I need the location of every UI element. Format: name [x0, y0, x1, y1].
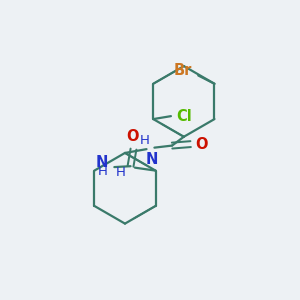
Text: H: H: [140, 134, 150, 147]
Text: N: N: [95, 155, 108, 170]
Text: O: O: [195, 136, 208, 152]
Text: N: N: [145, 152, 158, 167]
Text: O: O: [127, 129, 139, 144]
Text: H: H: [98, 165, 108, 178]
Text: Br: Br: [173, 63, 192, 78]
Text: H: H: [116, 167, 125, 179]
Text: Cl: Cl: [176, 109, 192, 124]
